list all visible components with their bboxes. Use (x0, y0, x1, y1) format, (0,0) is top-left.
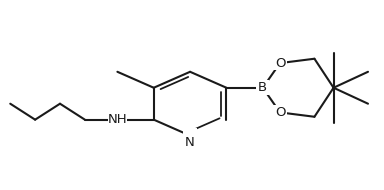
FancyBboxPatch shape (184, 128, 197, 143)
Text: B: B (258, 81, 267, 94)
Text: O: O (275, 106, 285, 119)
FancyBboxPatch shape (273, 105, 287, 120)
Text: O: O (275, 57, 285, 70)
FancyBboxPatch shape (108, 112, 127, 127)
FancyBboxPatch shape (256, 81, 270, 95)
Text: N: N (185, 136, 195, 149)
FancyBboxPatch shape (273, 56, 287, 70)
Text: NH: NH (108, 113, 127, 126)
